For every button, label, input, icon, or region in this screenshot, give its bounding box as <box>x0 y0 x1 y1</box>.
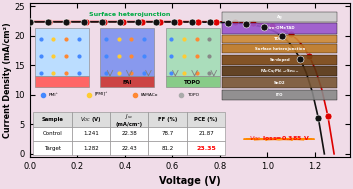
Polygon shape <box>244 138 315 140</box>
Text: $V_{OC}$ loss=0.385 V: $V_{OC}$ loss=0.385 V <box>249 134 310 143</box>
X-axis label: Voltage (V): Voltage (V) <box>159 176 221 186</box>
Y-axis label: Current Density (mA/cm²): Current Density (mA/cm²) <box>3 22 12 138</box>
